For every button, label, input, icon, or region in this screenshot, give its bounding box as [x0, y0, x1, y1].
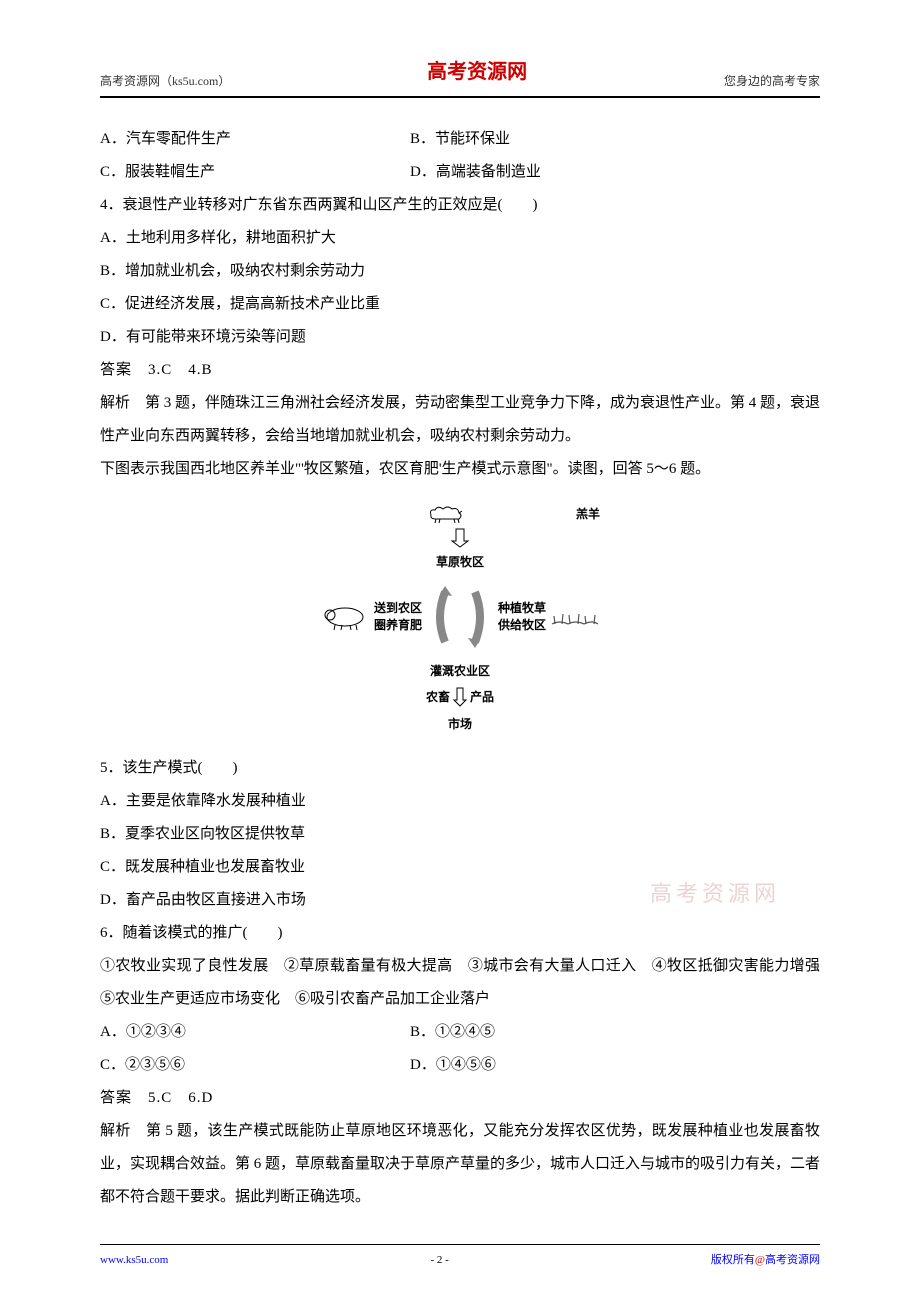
q6-option-c: C．②③⑤⑥: [100, 1049, 410, 1082]
production-mode-diagram: 羔羊 草原牧区 送到农区 圈养育肥: [320, 501, 600, 737]
q3-option-a: A．汽车零配件生产: [100, 123, 410, 156]
q3-options-row2: C．服装鞋帽生产 D．高端装备制造业: [100, 156, 820, 189]
footer-at-icon: @: [755, 1254, 765, 1266]
grass-icon: [550, 606, 600, 628]
q6-option-d: D．①④⑤⑥: [410, 1049, 496, 1082]
q5-option-d: D．畜产品由牧区直接进入市场: [100, 884, 820, 917]
diagram-pasture: 草原牧区: [320, 549, 600, 575]
footer-url: www.ks5u.com: [100, 1248, 168, 1272]
header-title: 高考资源网: [427, 50, 527, 94]
q4-option-c: C．促进经济发展，提高高新技术产业比重: [100, 288, 820, 321]
footer-copyright: 版权所有@高考资源网: [711, 1248, 820, 1272]
diagram-left2: 圈养育肥: [374, 617, 422, 634]
diagram-right2: 供给牧区: [498, 617, 546, 634]
header-left: 高考资源网（ks5u.com）: [100, 68, 230, 94]
q4-option-d: D．有可能带来环境污染等问题: [100, 321, 820, 354]
q5-option-c: C．既发展种植业也发展畜牧业: [100, 851, 820, 884]
q3-option-b: B．节能环保业: [410, 123, 510, 156]
q5-option-b: B．夏季农业区向牧区提供牧草: [100, 818, 820, 851]
footer-page-number: - 2 -: [430, 1248, 448, 1272]
diagram-market: 市场: [320, 711, 600, 737]
footer-right-post: 高考资源网: [765, 1254, 820, 1266]
figure-intro: 下图表示我国西北地区养羊业"'牧区繁殖，农区育肥'生产模式示意图"。读图，回答 …: [100, 453, 820, 486]
diagram-product-right: 产品: [470, 684, 494, 710]
diagram-product-left: 农畜: [426, 684, 450, 710]
arrow-down-icon: [450, 527, 470, 549]
document-body: A．汽车零配件生产 B．节能环保业 C．服装鞋帽生产 D．高端装备制造业 4．衰…: [100, 123, 820, 1214]
page-footer: www.ks5u.com - 2 - 版权所有@高考资源网: [100, 1244, 820, 1272]
q6-options-row2: C．②③⑤⑥ D．①④⑤⑥: [100, 1049, 820, 1082]
q6-option-b: B．①②④⑤: [410, 1016, 495, 1049]
q6-options-row1: A．①②③④ B．①②④⑤: [100, 1016, 820, 1049]
q4-option-a: A．土地利用多样化，耕地面积扩大: [100, 222, 820, 255]
q4-stem: 4．衰退性产业转移对广东省东西两翼和山区产生的正效应是( ): [100, 189, 820, 222]
footer-right-pre: 版权所有: [711, 1254, 755, 1266]
diagram-lamb-label: 羔羊: [576, 501, 600, 527]
q3-option-c: C．服装鞋帽生产: [100, 156, 410, 189]
header-right: 您身边的高考专家: [724, 68, 820, 94]
arrow-down-small-icon: [452, 686, 468, 708]
explanation-5-6: 解析 第 5 题，该生产模式既能防止草原地区环境恶化，又能充分发挥农区优势，既发…: [100, 1115, 820, 1214]
q6-combo: ①农牧业实现了良性发展 ②草原载畜量有极大提高 ③城市会有大量人口迁入 ④牧区抵…: [100, 950, 820, 1016]
sheep-icon: [320, 603, 370, 631]
answer-3-4: 答案 3.C 4.B: [100, 354, 820, 387]
page-header: 高考资源网（ks5u.com） 高考资源网 您身边的高考专家: [100, 50, 820, 98]
diagram-left1: 送到农区: [374, 600, 422, 617]
q3-options-row1: A．汽车零配件生产 B．节能环保业: [100, 123, 820, 156]
explanation-3-4: 解析 第 3 题，伴随珠江三角洲社会经济发展，劳动密集型工业竞争力下降，成为衰退…: [100, 387, 820, 453]
q4-option-b: B．增加就业机会，吸纳农村剩余劳动力: [100, 255, 820, 288]
answer-5-6: 答案 5.C 6.D: [100, 1082, 820, 1115]
q5-stem: 5．该生产模式( ): [100, 752, 820, 785]
q6-option-a: A．①②③④: [100, 1016, 410, 1049]
lamb-icon: [426, 503, 466, 525]
q3-option-d: D．高端装备制造业: [410, 156, 541, 189]
diagram-irrigation: 灌溉农业区: [320, 658, 600, 684]
q5-option-a: A．主要是依靠降水发展种植业: [100, 785, 820, 818]
arrow-cycle-icon: [430, 582, 490, 652]
diagram-right1: 种植牧草: [498, 600, 546, 617]
q6-stem: 6．随着该模式的推广( ): [100, 917, 820, 950]
